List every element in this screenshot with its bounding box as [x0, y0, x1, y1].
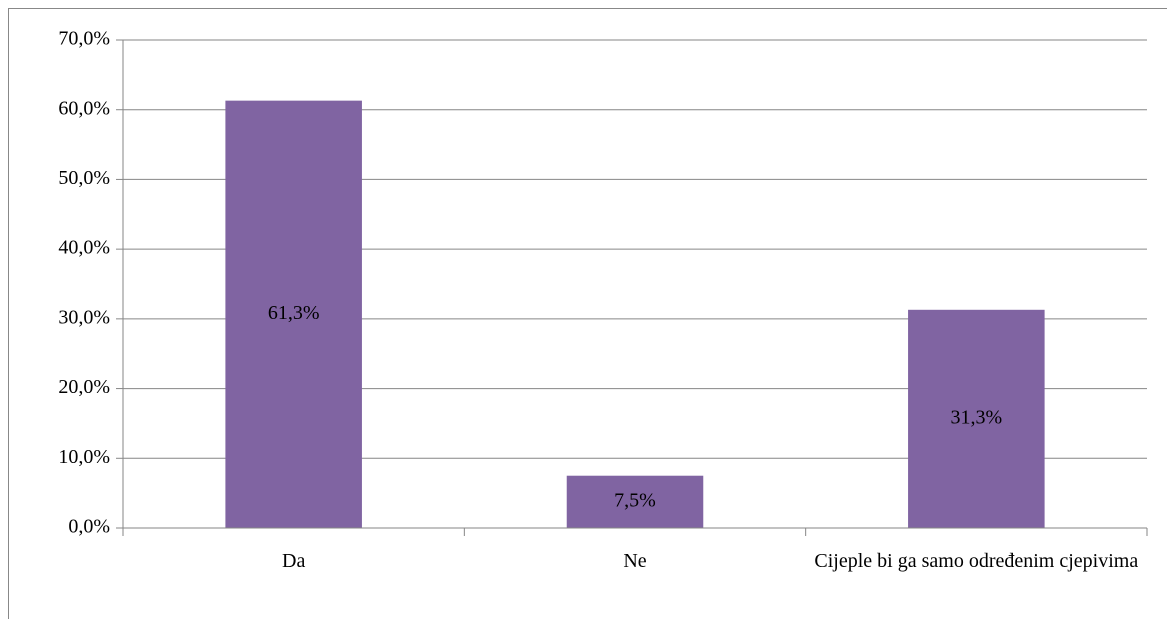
- data-label: 7,5%: [614, 489, 656, 511]
- x-tick-label: Ne: [623, 550, 647, 572]
- x-tick-label-box: Cijeple bi ga samo određenim cjepivima: [814, 550, 1139, 572]
- bar: [908, 309, 1045, 528]
- x-tick-label: Da: [282, 550, 306, 572]
- y-tick-label: 30,0%: [58, 306, 110, 328]
- x-tick-label-box: Da: [282, 550, 306, 572]
- y-tick-label: 0,0%: [68, 516, 110, 538]
- y-tick-label: 40,0%: [58, 237, 110, 259]
- y-tick-label: 20,0%: [58, 376, 110, 398]
- data-label: 61,3%: [268, 302, 320, 324]
- chart-frame: [8, 8, 1167, 619]
- bar: [566, 475, 704, 528]
- y-tick-label: 50,0%: [58, 167, 110, 189]
- y-tick-label: 10,0%: [58, 446, 110, 468]
- x-tick-label: Cijeple bi ga samo određenim cjepivima: [814, 550, 1139, 572]
- x-tick-label-box: Ne: [623, 550, 647, 572]
- y-tick-label: 70,0%: [58, 28, 110, 50]
- y-tick-label: 60,0%: [58, 97, 110, 119]
- bar: [225, 100, 362, 528]
- data-label: 31,3%: [950, 406, 1002, 428]
